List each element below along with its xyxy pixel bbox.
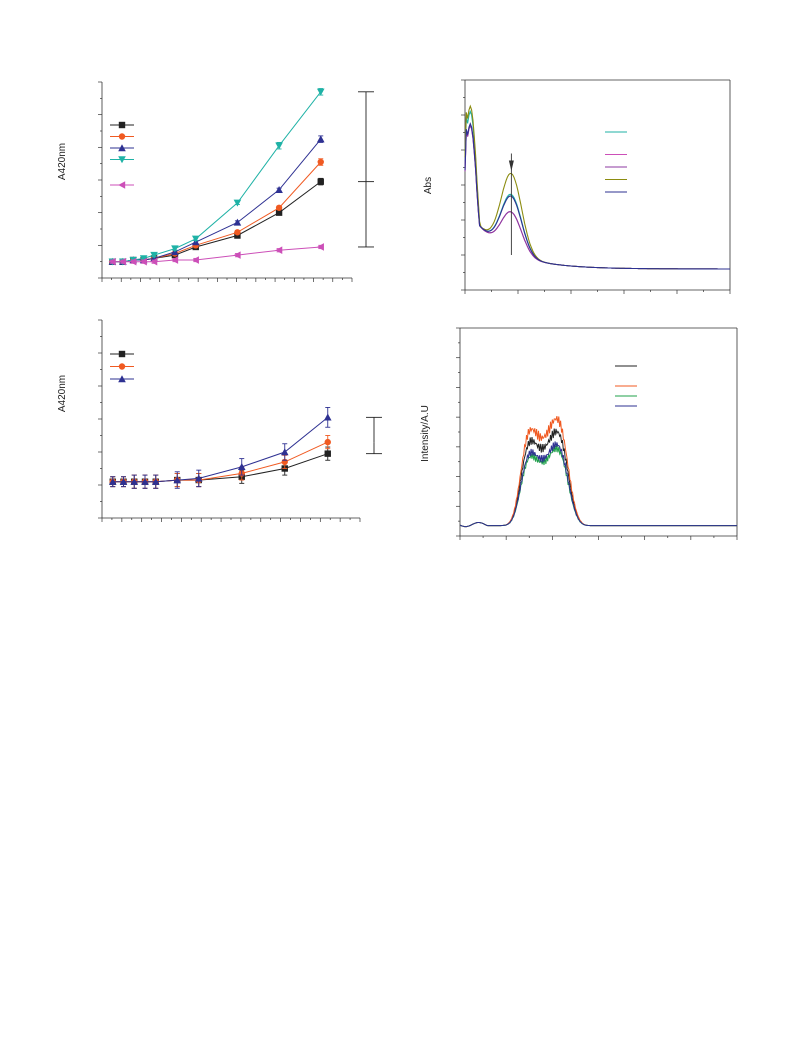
series-a-2 [108,135,325,265]
data-point [194,474,203,482]
legend-marker [118,144,126,152]
legend-marker [118,350,126,358]
significance-bracket [366,416,382,443]
spectrum-line-4 [464,122,730,270]
series-c-2 [108,406,332,489]
legend-marker [118,375,126,383]
data-point [191,235,200,243]
data-point [119,477,128,485]
data-point [275,204,283,211]
spectrum-line-3 [464,104,730,270]
data-point [150,251,158,259]
series-line [112,417,329,483]
data-point [233,218,242,226]
legend-marker [118,133,126,140]
data-point [150,257,158,266]
data-point [275,186,283,193]
series-a-0 [109,177,324,265]
data-point [280,448,289,456]
y-axis-label-b: Abs [423,176,435,195]
legend-marker [118,181,126,189]
spectrum-line-0 [459,428,737,528]
data-point [129,257,137,266]
data-point [323,413,332,421]
significance-bracket [358,181,374,248]
data-point [317,178,324,185]
chart-panel-d: Intensity/A.U [415,318,755,553]
chart-panel-c: A420nm [57,310,390,540]
series-a-4 [108,243,324,266]
data-point [234,232,241,239]
spectrum-line-1 [464,123,730,270]
arrow-head [508,160,514,171]
data-point [275,209,283,216]
data-point [317,158,324,166]
spectrum-line-0 [464,109,730,270]
series-line [112,91,322,263]
data-point [316,243,324,251]
data-point [233,251,241,259]
data-point [108,477,117,485]
series-c-1 [109,435,331,489]
y-axis-label-d: Intensity/A.U [419,405,431,462]
chart-b-plot [461,79,731,294]
data-point [119,257,127,266]
data-point [275,142,283,150]
series-line [112,246,321,263]
data-point [316,135,325,143]
legend-marker [118,156,126,164]
legend-marker [118,363,126,370]
data-point [139,257,147,266]
spectrum-line-2 [459,445,737,528]
data-point [324,450,331,457]
chart-panel-a: A420nm [57,70,390,300]
chart-c-plot [98,319,382,522]
data-point [324,438,331,446]
data-point [316,88,325,96]
data-point [151,477,160,485]
significance-bracket [366,442,382,455]
data-point [275,246,283,255]
data-point [237,463,246,471]
spectrum-line-2 [464,123,730,270]
significance-bracket [358,91,374,182]
data-point [171,245,179,253]
data-point [141,477,149,485]
data-point [139,255,148,263]
y-axis-label-a: A420nm [57,142,69,181]
chart-panel-b: Abs [420,70,750,310]
data-point [173,476,182,484]
data-point [234,229,241,236]
chart-a-plot [98,81,374,282]
chart-d-plot [456,327,738,540]
data-point [108,257,116,266]
series-line [112,138,322,263]
spectrum-line-3 [459,441,737,528]
data-point [130,477,139,485]
legend-marker [118,121,126,129]
spectrum-line-1 [459,415,737,528]
y-axis-label-c: A420nm [57,374,69,413]
data-point [233,199,242,207]
data-point [171,256,179,264]
data-point [191,256,199,264]
